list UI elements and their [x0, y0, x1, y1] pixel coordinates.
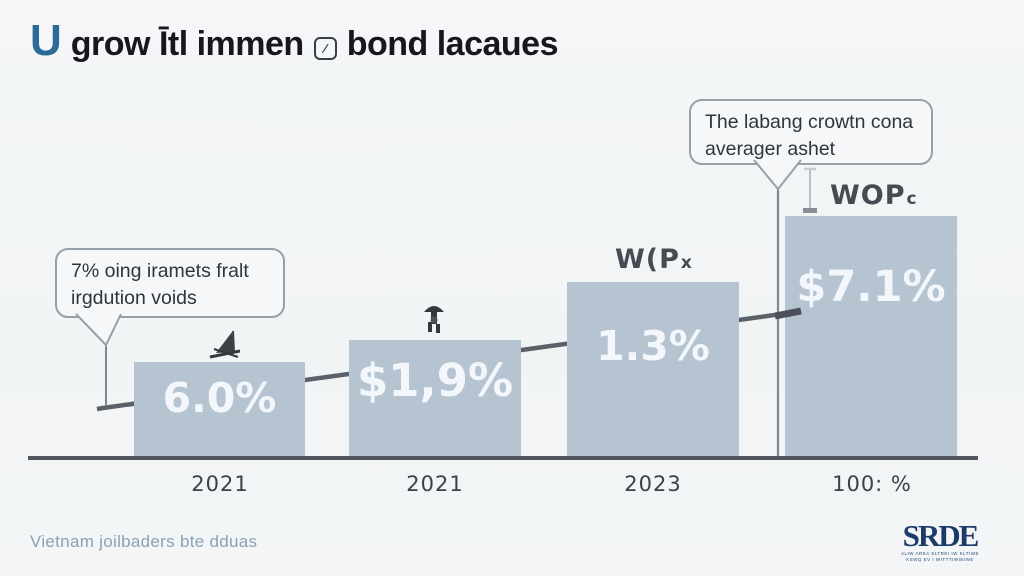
left-callout-line2: irgdution voids — [71, 286, 197, 309]
logo-wordmark: SRDE — [902, 518, 980, 553]
bar4-annotation-text: WOP — [830, 180, 906, 211]
bar3-annotation: W(P x — [615, 244, 692, 275]
bar-2021-b: $1,9% — [349, 340, 521, 458]
bar-value-label: 6.0% — [162, 374, 277, 422]
bar-value-label: 1.3% — [596, 322, 710, 370]
right-callout-tail — [753, 159, 802, 191]
logo-subline-2: KSWQ EV I WITTTIWIEIWE — [906, 557, 974, 563]
trend-line — [96, 310, 790, 412]
bar3-annotation-sub: x — [680, 253, 692, 273]
bar4-annotation-sub: c — [906, 189, 917, 209]
bar-edge-highlight — [949, 252, 962, 290]
brand-logo: SRDE ALIW AREA SLTREI IW KLTIWE KSWQ EV … — [880, 520, 1000, 564]
error-bar-bottom-cap — [803, 208, 817, 213]
x-tick-2021-a: 2021 — [191, 472, 249, 496]
bar-value-label: $7.1% — [796, 262, 946, 312]
bar4-annotation: WOP c — [830, 180, 917, 211]
sailboat-icon — [206, 327, 244, 368]
left-callout-bubble: 7% oing iramets fralt irgdution voids — [55, 248, 285, 318]
right-callout-line2: averager ashet — [705, 137, 836, 160]
left-callout-tail — [75, 313, 122, 347]
logo-subline-1: ALIW AREA SLTREI IW KLTIWE — [900, 551, 980, 556]
bar-2021-a: 6.0% — [134, 362, 305, 458]
bar-100pct: $7.1% — [785, 216, 957, 458]
trend-line-end-nub — [774, 307, 802, 320]
left-callout-line1: 7% oing iramets fralt — [71, 260, 249, 282]
title-lead-letter: U — [30, 16, 62, 65]
right-callout-bubble: The labang crowtn cona averager ashet — [689, 99, 933, 165]
pawn-figure-icon — [419, 300, 449, 343]
x-axis-line — [28, 456, 978, 460]
title-main-text: grow Ītl immen — [70, 25, 304, 63]
title-tail-text: bond lacaues — [346, 25, 559, 63]
bar-2023: 1.3% — [567, 282, 739, 458]
x-tick-2021-b: 2021 — [406, 472, 464, 496]
right-callout-line1: The labang crowtn cona — [705, 111, 914, 133]
bar-value-label: $1,9% — [356, 354, 514, 407]
x-tick-2023: 2023 — [624, 472, 682, 496]
x-tick-100pct: 100: % — [832, 472, 912, 496]
rounded-square-slash-icon: ∕ — [313, 37, 337, 60]
bar3-annotation-text: W(P — [615, 244, 680, 275]
source-note: Vietnam joilbaders bte dduas — [30, 532, 258, 551]
page-title: U grow Ītl immen ∕ bond lacaues — [30, 16, 558, 66]
